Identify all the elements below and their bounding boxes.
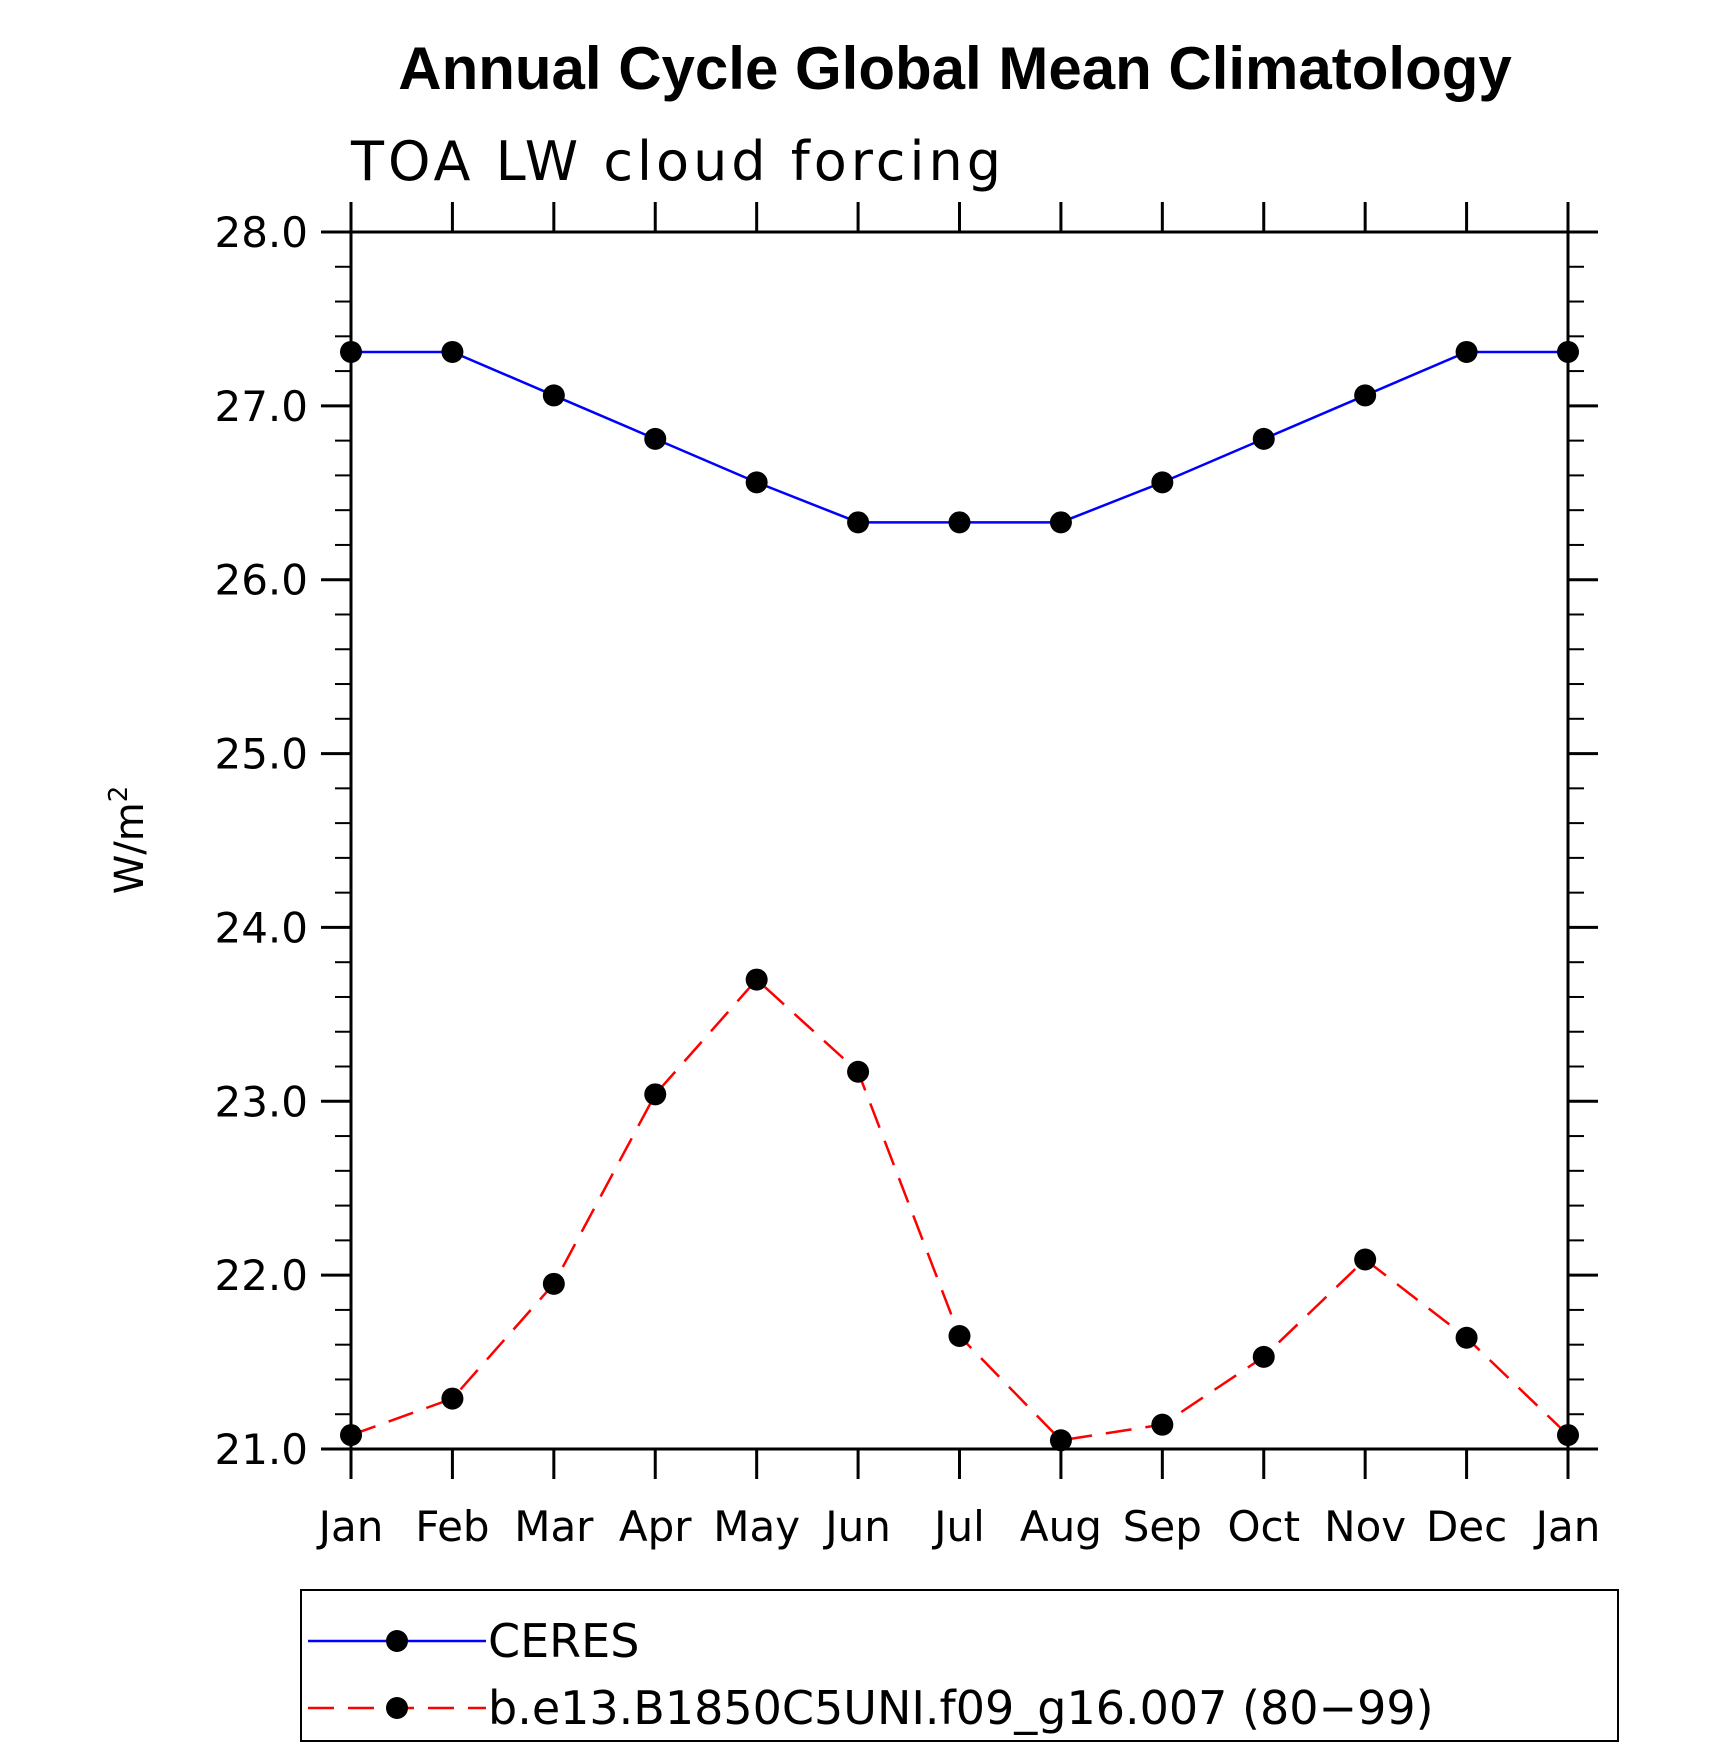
data-point (340, 340, 362, 363)
legend-label: b.e13.B1850C5UNI.f09_g16.007 (80−99) (488, 1681, 1434, 1735)
data-point (1151, 1413, 1174, 1436)
y-axis-label-superscript: 2 (104, 786, 134, 803)
data-point (542, 384, 565, 407)
series-2 (340, 968, 1579, 1452)
legend-box (300, 1589, 1619, 1742)
plot-frame (349, 230, 1570, 1451)
x-tick-label: Oct (1227, 1502, 1300, 1551)
data-point (1151, 471, 1174, 494)
data-point (1252, 1345, 1275, 1368)
series-layer (340, 340, 1579, 1452)
y-axis-label: W/m2 (104, 786, 153, 895)
x-tick-label: Jan (316, 1502, 384, 1551)
data-point (847, 1060, 870, 1083)
x-tick-label: Aug (1020, 1502, 1102, 1551)
x-tick-label: May (713, 1502, 800, 1551)
data-point (1049, 511, 1072, 534)
data-point (1557, 1424, 1579, 1447)
legend-marker (386, 1630, 408, 1652)
data-point (948, 511, 971, 534)
legend-items: CERES b.e13.B1850C5UNI.f09_g16.007 (80−99… (308, 1614, 1434, 1735)
series-line (350, 977, 1569, 1442)
x-tick-label: Sep (1123, 1502, 1202, 1551)
y-axis-label-text: W/m (107, 802, 153, 894)
data-point (1252, 427, 1275, 450)
legend-item-1: CERES (308, 1614, 639, 1668)
data-point (340, 1424, 362, 1447)
legend-item-2: b.e13.B1850C5UNI.f09_g16.007 (80−99) (308, 1681, 1434, 1735)
minor-ticks (335, 265, 1584, 1416)
data-point (1049, 1429, 1072, 1452)
data-point (644, 1083, 667, 1106)
x-tick-label: Jan (1533, 1502, 1601, 1551)
x-tick-label: Mar (514, 1502, 594, 1551)
legend-label: CERES (488, 1614, 639, 1668)
series-1 (340, 340, 1579, 534)
data-point (745, 968, 768, 991)
data-point (441, 1387, 464, 1410)
plot-area: 21.0 22.0 23.0 24.0 25.0 26.0 27.0 28.0 Jan Feb M… (214, 202, 1600, 1551)
series-line (351, 350, 1568, 524)
legend: CERES b.e13.B1850C5UNI.f09_g16.007 (80−99… (300, 1589, 1619, 1742)
data-point (441, 340, 464, 363)
y-tick-label: 28.0 (214, 208, 308, 257)
y-tick-label: 27.0 (214, 382, 308, 431)
x-tick-label: Jul (931, 1502, 985, 1551)
data-point (542, 1272, 565, 1295)
data-point (948, 1324, 971, 1347)
legend-marker (386, 1697, 408, 1719)
data-point (847, 511, 870, 534)
x-axis: Jan Feb Mar Apr May Jun Jul Aug Sep Oct Nov Dec Jan (316, 202, 1601, 1551)
y-tick-label: 25.0 (214, 730, 308, 779)
y-tick-label: 24.0 (214, 903, 308, 952)
x-tick-label: Apr (619, 1502, 692, 1551)
y-tick-label: 23.0 (214, 1077, 308, 1126)
data-point (1557, 340, 1579, 363)
chart-title: Annual Cycle Global Mean Climatology (398, 35, 1512, 102)
data-point (1455, 340, 1478, 363)
y-tick-label: 21.0 (214, 1425, 308, 1474)
y-axis: 21.0 22.0 23.0 24.0 25.0 26.0 27.0 28.0 (214, 208, 1598, 1474)
y-tick-label: 26.0 (214, 556, 308, 605)
chart-subtitle: TOA LW cloud forcing (350, 130, 1005, 193)
data-point (1455, 1326, 1478, 1349)
x-tick-label: Feb (415, 1502, 489, 1551)
x-tick-label: Nov (1324, 1502, 1406, 1551)
x-tick-label: Jun (822, 1502, 891, 1551)
data-point (1354, 384, 1377, 407)
data-point (644, 427, 667, 450)
y-tick-label: 22.0 (214, 1251, 308, 1300)
data-point (745, 471, 768, 494)
x-tick-label: Dec (1426, 1502, 1507, 1551)
data-point (1354, 1248, 1377, 1271)
